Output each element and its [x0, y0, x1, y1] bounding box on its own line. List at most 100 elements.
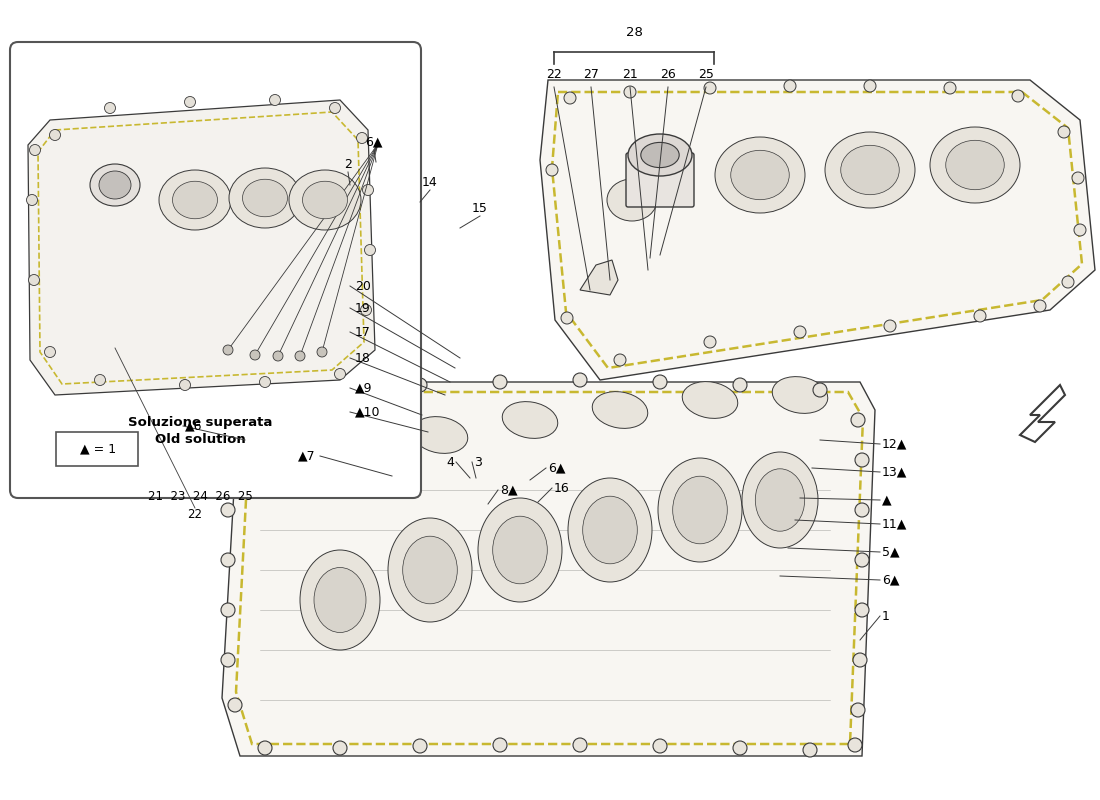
Circle shape — [546, 164, 558, 176]
Ellipse shape — [607, 179, 657, 221]
Ellipse shape — [90, 164, 140, 206]
Ellipse shape — [289, 170, 361, 230]
Ellipse shape — [173, 182, 218, 218]
Polygon shape — [540, 80, 1094, 380]
Text: ▲10: ▲10 — [355, 406, 381, 418]
Text: 11▲: 11▲ — [882, 518, 908, 530]
Circle shape — [223, 345, 233, 355]
Ellipse shape — [99, 171, 131, 199]
Ellipse shape — [322, 432, 377, 468]
Ellipse shape — [503, 402, 558, 438]
Text: 27: 27 — [583, 69, 598, 82]
Polygon shape — [1020, 385, 1065, 442]
Circle shape — [704, 82, 716, 94]
Text: 8▲: 8▲ — [500, 483, 518, 497]
Ellipse shape — [242, 179, 287, 217]
Ellipse shape — [388, 518, 472, 622]
Ellipse shape — [946, 140, 1004, 190]
Ellipse shape — [403, 536, 458, 604]
Text: 5▲: 5▲ — [882, 546, 900, 558]
Ellipse shape — [682, 382, 738, 418]
Text: 26: 26 — [660, 69, 675, 82]
Circle shape — [95, 374, 106, 386]
Circle shape — [333, 383, 346, 397]
Text: 2: 2 — [344, 158, 352, 170]
Ellipse shape — [840, 146, 900, 194]
Circle shape — [564, 92, 576, 104]
Circle shape — [50, 130, 60, 141]
Circle shape — [851, 703, 865, 717]
Circle shape — [784, 80, 796, 92]
Circle shape — [1058, 126, 1070, 138]
Circle shape — [704, 336, 716, 348]
Circle shape — [250, 350, 260, 360]
Ellipse shape — [673, 476, 727, 544]
Circle shape — [573, 373, 587, 387]
Text: 25: 25 — [698, 69, 714, 82]
Circle shape — [624, 86, 636, 98]
Text: 12▲: 12▲ — [882, 438, 908, 450]
Text: ▲ = 1: ▲ = 1 — [80, 442, 117, 455]
Ellipse shape — [314, 567, 366, 633]
Ellipse shape — [592, 392, 648, 428]
Circle shape — [241, 443, 255, 457]
Ellipse shape — [730, 150, 790, 200]
Circle shape — [855, 553, 869, 567]
Circle shape — [855, 603, 869, 617]
Circle shape — [855, 503, 869, 517]
Ellipse shape — [300, 550, 379, 650]
Circle shape — [29, 274, 40, 286]
Circle shape — [1012, 90, 1024, 102]
Text: ▲6: ▲6 — [185, 419, 202, 433]
Circle shape — [733, 741, 747, 755]
Text: 20: 20 — [355, 279, 371, 293]
Polygon shape — [222, 382, 874, 756]
Circle shape — [864, 80, 876, 92]
Circle shape — [317, 347, 327, 357]
Text: 6▲: 6▲ — [365, 135, 383, 149]
Text: 17: 17 — [355, 326, 371, 338]
Ellipse shape — [478, 498, 562, 602]
Ellipse shape — [412, 417, 468, 454]
Circle shape — [653, 739, 667, 753]
Circle shape — [852, 653, 867, 667]
Ellipse shape — [658, 458, 742, 562]
Ellipse shape — [756, 469, 805, 531]
Polygon shape — [28, 100, 375, 395]
Circle shape — [1074, 224, 1086, 236]
Circle shape — [258, 741, 272, 755]
Circle shape — [104, 102, 116, 114]
Ellipse shape — [302, 182, 348, 218]
Circle shape — [803, 743, 817, 757]
Text: 14: 14 — [422, 175, 438, 189]
Text: 3: 3 — [474, 455, 482, 469]
Text: Soluzione superata
Old solution: Soluzione superata Old solution — [128, 416, 272, 446]
Circle shape — [1034, 300, 1046, 312]
Text: 6▲: 6▲ — [882, 574, 900, 586]
Circle shape — [848, 738, 862, 752]
Circle shape — [270, 94, 280, 106]
Circle shape — [227, 483, 241, 497]
Circle shape — [364, 245, 375, 255]
Text: apart: apart — [465, 570, 654, 630]
Circle shape — [944, 82, 956, 94]
Text: 13▲: 13▲ — [882, 466, 908, 478]
Ellipse shape — [493, 516, 548, 584]
Circle shape — [273, 351, 283, 361]
Text: 6▲: 6▲ — [548, 462, 565, 474]
Ellipse shape — [825, 132, 915, 208]
Text: ▲9: ▲9 — [355, 382, 373, 394]
Circle shape — [185, 97, 196, 107]
Circle shape — [334, 369, 345, 379]
Ellipse shape — [628, 134, 692, 176]
Circle shape — [356, 133, 367, 143]
Circle shape — [614, 354, 626, 366]
Circle shape — [653, 375, 667, 389]
Circle shape — [179, 379, 190, 390]
Circle shape — [221, 503, 235, 517]
FancyBboxPatch shape — [626, 153, 694, 207]
Text: europ: europ — [354, 493, 605, 567]
Circle shape — [412, 378, 427, 392]
Circle shape — [493, 375, 507, 389]
Text: 4: 4 — [447, 455, 454, 469]
